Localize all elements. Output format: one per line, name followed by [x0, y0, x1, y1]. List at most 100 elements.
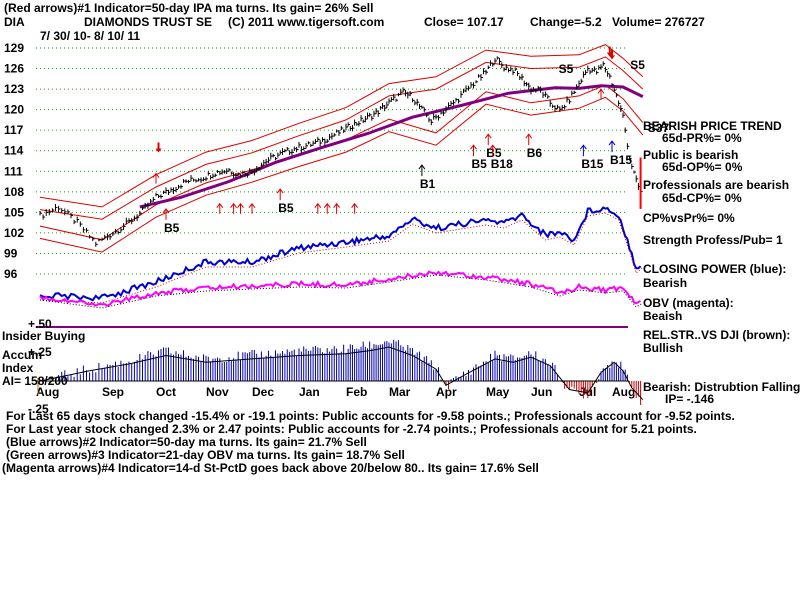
y-tick-label: 129 [4, 41, 24, 55]
red-up-arrowhead [597, 88, 605, 94]
buy-arrowhead [162, 208, 170, 214]
x-tick-label: Jun [531, 385, 552, 399]
y-tick-label: 114 [4, 144, 24, 158]
insider-buying-label: Insider Buying [2, 329, 86, 343]
red-up-arrowhead [216, 202, 224, 209]
close-value: Close= 107.17 [424, 15, 504, 29]
signal-label: B5 [164, 221, 180, 235]
trend-title: BEARISH PRICE TREND [643, 119, 782, 133]
x-tick-label: Feb [346, 385, 367, 399]
x-tick-label: Sep [102, 385, 124, 399]
relstr-value: Bullish [643, 341, 684, 355]
signal-label: B5 [278, 201, 294, 215]
red-down-arrowhead [609, 55, 615, 60]
change-value: Change=-5.2 [530, 15, 602, 29]
x-tick-label: Oct [156, 385, 176, 399]
red-up-arrowhead [230, 202, 238, 209]
footer-65day: For Last 65 days stock changed -15.4% or… [6, 409, 735, 423]
signal-label: B5 [486, 146, 502, 160]
cp-value: 65d-CP%= 0% [662, 191, 742, 205]
signal-label: S5 [559, 62, 574, 76]
cp-vs-pr: CP%vsPr%= 0% [643, 211, 735, 225]
distribution-note: Bearish: Distrubtion Falling. [643, 380, 800, 394]
x-tick-label: May [486, 385, 510, 399]
y-tick-label: 111 [4, 164, 23, 178]
x-tick-label: Apr [436, 385, 457, 399]
y-tick-label: 117 [4, 123, 24, 137]
red-down-arrowhead [155, 148, 162, 153]
signal-label: B1 [420, 177, 436, 191]
x-tick-label: Jan [299, 385, 320, 399]
red-up-arrowhead [323, 202, 331, 209]
x-tick-label: Nov [206, 385, 229, 399]
ai-value: AI= 158/200 [2, 374, 68, 388]
relstr-label: REL.STR..VS DJI (brown): [643, 328, 791, 342]
signal-label: S37 [648, 121, 670, 135]
x-tick-label: Mar [389, 385, 411, 399]
red-up-arrowhead [351, 202, 359, 209]
red-up-arrowhead [314, 202, 322, 209]
signal-label: B18 [491, 157, 513, 171]
closing-power-ma-line [39, 212, 644, 304]
signal-label: B15 [610, 153, 632, 167]
obv-line [39, 270, 642, 307]
buy-arrowhead [489, 144, 497, 150]
lower-inner-band-line [39, 84, 644, 241]
red-up-arrowhead [152, 172, 160, 178]
symbol: DIA [4, 15, 25, 29]
y-tick-label: 102 [4, 226, 24, 240]
footer-year: For Last year stock changed 2.3% or 2.47… [6, 422, 697, 436]
x-tick-label: Aug [36, 385, 59, 399]
footer-blue-arrows: (Blue arrows)#2 Indicator=50-day ma turn… [6, 435, 367, 449]
footer-magenta-arrows: (Magenta arrows)#4 Indicator=14-d St-Pct… [2, 461, 539, 475]
y-tick-label: 108 [4, 185, 24, 199]
stock-name: DIAMONDS TRUST SE [84, 15, 213, 29]
signal-label: B5 [472, 157, 488, 171]
obv-value: Beaish [643, 309, 683, 323]
upper-band-line [39, 44, 644, 208]
buy-arrowhead [608, 140, 616, 146]
y-tick-label: 126 [4, 62, 24, 76]
x-tick-label: Aug [612, 385, 635, 399]
y-tick-label: 123 [4, 82, 24, 96]
footer-green-arrows: (Green arrows)#3 Indicator=21-day OBV ma… [6, 448, 405, 462]
red-up-arrowhead [333, 202, 341, 209]
signal-label: B15 [581, 157, 603, 171]
accum-ma-line [39, 346, 644, 401]
accum-minus-label: -.25 [28, 402, 49, 416]
copyright: (C) 2011 www.tigersoft.com [228, 15, 385, 29]
buy-arrowhead [470, 144, 477, 150]
strength-ratio: Strength Profess/Pub= 1 [643, 233, 783, 247]
obv-ma-line [39, 274, 644, 309]
x-tick-label: Dec [252, 385, 274, 399]
closing-power-label: CLOSING POWER (blue): [643, 262, 787, 276]
signal-label: S5 [630, 58, 645, 72]
accum-plus-label: +.25 [28, 345, 52, 359]
buy-arrowhead [276, 188, 284, 194]
pr-value: 65d-PR%= 0% [662, 131, 742, 145]
upper-inner-band-line [39, 56, 644, 220]
y-tick-label: 105 [4, 205, 24, 219]
volume-value: Volume= 276727 [612, 15, 705, 29]
buy-arrowhead [580, 144, 587, 150]
y-tick-label: 96 [4, 267, 18, 281]
professionals-status: Professionals are bearish [643, 178, 790, 192]
obv-scale-label: +.50 [28, 317, 52, 331]
closing-power-line [39, 206, 642, 302]
date-range: 7/ 30/ 10- 8/ 10/ 11 [40, 29, 141, 43]
signal-label: B6 [527, 146, 543, 160]
ip-value: IP= -.146 [665, 392, 715, 406]
obv-label: OBV (magenta): [643, 296, 734, 310]
buy-arrowhead [418, 164, 426, 170]
public-status: Public is bearish [643, 148, 739, 162]
closing-power-value: Bearish [643, 276, 688, 290]
buy-arrowhead [525, 133, 533, 139]
accum-label: Accum [2, 348, 43, 362]
buy-arrowhead [484, 133, 492, 139]
lower-band-line [39, 96, 644, 253]
op-value: 65d-OP%= 0% [662, 160, 743, 174]
red-up-arrowhead [248, 202, 256, 209]
ma50-line [139, 84, 644, 209]
index-label: Index [2, 361, 34, 375]
